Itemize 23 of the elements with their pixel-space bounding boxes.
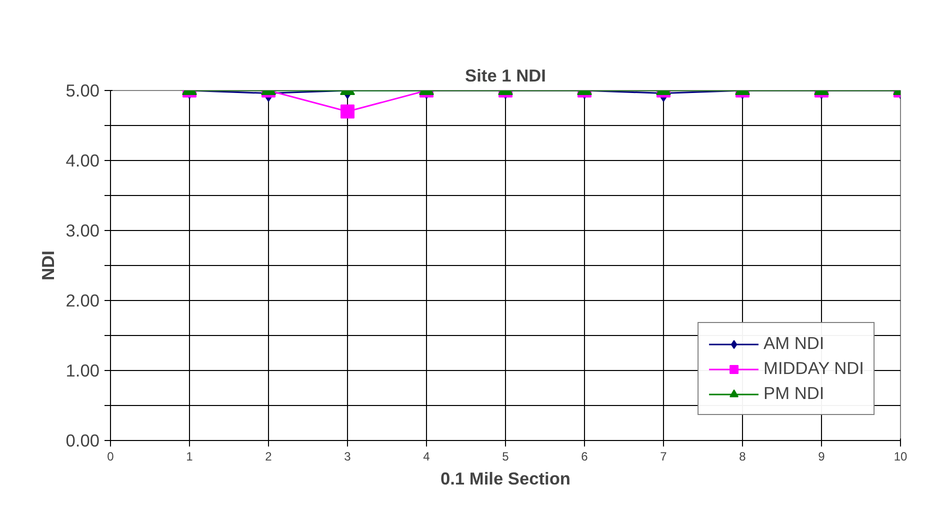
legend-label: AM NDI bbox=[764, 333, 824, 354]
y-tick-label: 2.00 bbox=[66, 290, 100, 310]
x-tick-label: 6 bbox=[581, 450, 588, 464]
chart-title: Site 1 NDI bbox=[465, 66, 546, 86]
x-tick-label: 3 bbox=[344, 450, 352, 464]
x-tick-label: 9 bbox=[818, 450, 826, 464]
y-tick-label: 4.00 bbox=[66, 150, 100, 170]
x-tick-label: 10 bbox=[894, 450, 908, 464]
y-axis-title: NDI bbox=[38, 250, 58, 280]
x-tick-label: 4 bbox=[423, 450, 430, 464]
x-tick-label: 1 bbox=[186, 450, 194, 464]
y-tick-label: 1.00 bbox=[66, 360, 100, 380]
y-tick-label: 5.00 bbox=[66, 80, 100, 100]
x-tick-label: 8 bbox=[739, 450, 746, 464]
y-tick-label: 3.00 bbox=[66, 220, 100, 240]
y-tick-label: 0.00 bbox=[66, 430, 100, 450]
x-tick-label: 2 bbox=[265, 450, 272, 464]
x-tick-label: 5 bbox=[502, 450, 510, 464]
x-tick-label: 0 bbox=[107, 450, 114, 464]
x-axis-title: 0.1 Mile Section bbox=[440, 468, 571, 488]
legend-label: MIDDAY NDI bbox=[764, 358, 864, 379]
legend-label: PM NDI bbox=[764, 383, 824, 404]
x-tick-label: 7 bbox=[660, 450, 668, 464]
